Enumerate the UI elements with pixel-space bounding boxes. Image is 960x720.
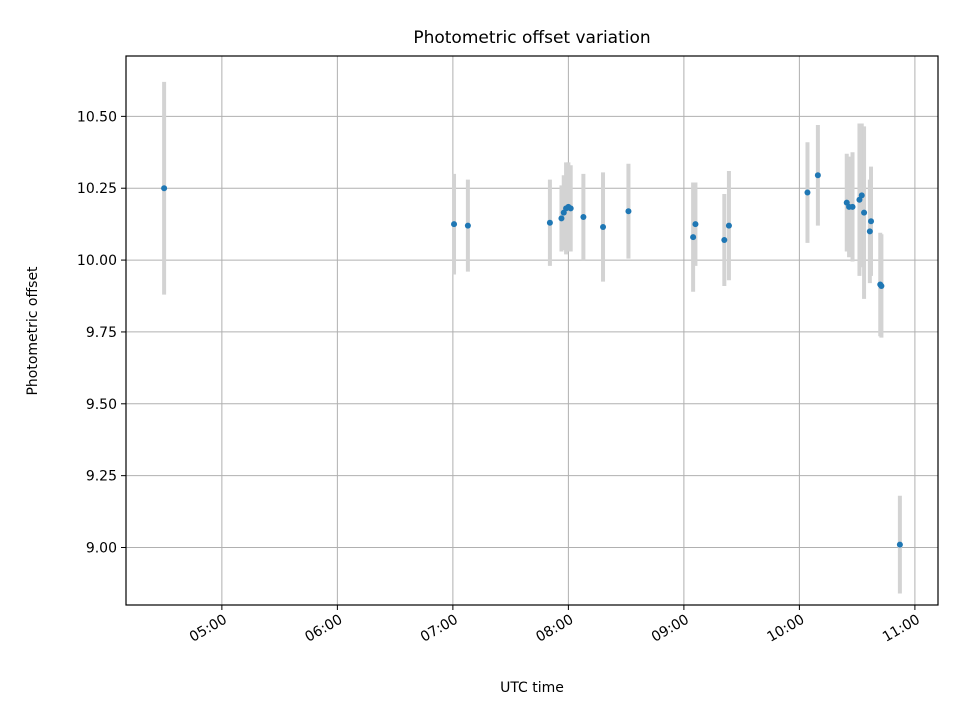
data-points — [161, 172, 903, 548]
y-axis-label: Photometric offset — [25, 266, 41, 396]
data-point — [878, 282, 885, 289]
y-tick-label: 9.75 — [86, 325, 117, 341]
y-tick-label: 9.25 — [86, 469, 117, 485]
data-point — [580, 213, 587, 220]
data-point — [692, 221, 699, 228]
y-tick-label: 9.00 — [86, 541, 117, 557]
data-point — [804, 189, 811, 196]
data-point — [896, 541, 903, 548]
data-point — [721, 236, 728, 243]
data-point — [868, 218, 875, 225]
y-tick-label: 10.25 — [77, 181, 117, 197]
data-point — [690, 234, 697, 241]
data-point — [858, 192, 865, 199]
data-point — [451, 221, 458, 228]
plot-frame — [125, 55, 939, 606]
grid — [126, 56, 938, 605]
plot-area — [126, 56, 938, 605]
data-point — [600, 224, 607, 231]
data-point — [625, 208, 632, 215]
y-axis-ticks: 9.00 9.25 9.50 9.75 10.00 10.25 10.50 — [77, 109, 126, 557]
x-axis-label: UTC time — [500, 680, 564, 696]
data-point — [558, 215, 565, 222]
y-tick-label: 10.00 — [77, 253, 117, 269]
y-tick-label: 10.50 — [77, 109, 117, 125]
data-point — [567, 205, 574, 212]
data-point — [464, 222, 471, 229]
data-point — [866, 228, 873, 235]
chart-title: Photometric offset variation — [413, 28, 650, 48]
data-point — [725, 222, 732, 229]
y-tick-label: 9.50 — [86, 397, 117, 413]
data-point — [814, 172, 821, 179]
data-point — [849, 203, 856, 210]
data-point — [861, 209, 868, 216]
data-point — [161, 185, 168, 192]
data-point — [546, 219, 553, 226]
